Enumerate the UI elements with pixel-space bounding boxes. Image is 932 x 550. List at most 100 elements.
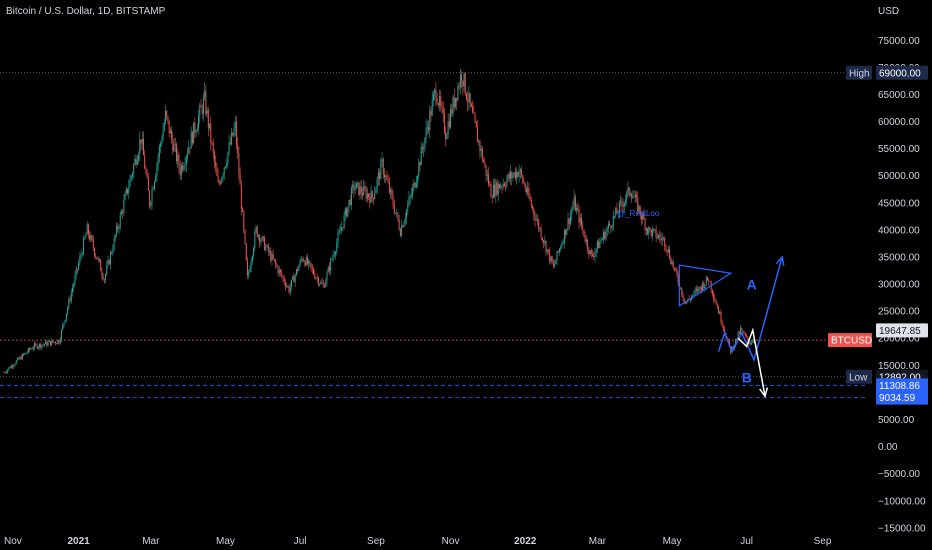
currency-label: USD	[878, 6, 900, 17]
candle-body	[391, 189, 393, 196]
candle-body	[636, 194, 638, 198]
candle-body	[385, 175, 387, 178]
candle-body	[149, 190, 151, 207]
candle-body	[387, 179, 389, 183]
candle-body	[752, 341, 754, 343]
candle-body	[34, 343, 36, 348]
candle-body	[87, 224, 89, 235]
candle-body	[412, 187, 414, 195]
triangle-pattern[interactable]	[678, 264, 733, 307]
scenario-a-path[interactable]	[717, 256, 783, 363]
candlestick-series	[3, 68, 755, 374]
candle-body	[7, 369, 9, 373]
candle-body	[187, 153, 189, 157]
candle-body	[708, 280, 710, 282]
candle-body	[510, 172, 512, 179]
candle-body	[155, 175, 157, 182]
candle-body	[8, 367, 10, 370]
high-price-tag-bg	[876, 65, 928, 80]
candle-body	[267, 245, 269, 252]
candle-body	[141, 138, 143, 144]
candle-body	[297, 269, 299, 271]
candle-body	[217, 175, 219, 183]
candle-body	[81, 254, 83, 255]
candle-body	[21, 354, 23, 360]
candle-body	[162, 130, 164, 141]
x-axis[interactable]: Nov 2021 Mar May Jul Sep Nov 2022 Mar May Jul Sep	[4, 536, 832, 547]
candle-body	[441, 106, 443, 109]
candle-body	[270, 251, 272, 261]
x-tick-label: Jul	[294, 536, 307, 547]
candle-body	[595, 248, 597, 253]
candle-body	[474, 113, 476, 122]
candle-body	[718, 307, 720, 314]
candle-body	[183, 166, 185, 170]
candle-body	[517, 171, 519, 177]
candle-body	[357, 182, 359, 184]
candle-body	[452, 96, 454, 114]
candle-body	[631, 194, 633, 199]
candle-body	[751, 342, 753, 344]
y-tick-label: 30000.00	[878, 280, 920, 291]
candle-body	[47, 342, 49, 346]
candle-body	[671, 261, 673, 264]
candle-body	[103, 279, 105, 281]
level-tag-0-bg	[876, 378, 928, 393]
drawing-annotations[interactable]: AB	[678, 255, 785, 398]
candle-body	[403, 222, 405, 227]
candle-body	[231, 132, 233, 144]
candle-body	[200, 105, 202, 108]
symbol-tag: BTCUSD	[831, 336, 872, 347]
candle-body	[289, 286, 291, 293]
candle-body	[227, 152, 229, 164]
candle-body	[145, 168, 147, 173]
candle-body	[250, 261, 252, 269]
chart-title: Bitcoin / U.S. Dollar, 1D, BITSTAMP	[6, 6, 166, 17]
scenario-b-path[interactable]	[737, 327, 766, 397]
candle-body	[355, 182, 357, 189]
candle-body	[713, 293, 715, 299]
y-tick-label: 60000.00	[878, 117, 920, 128]
candle-body	[118, 227, 120, 230]
candle-body	[4, 372, 6, 374]
candle-body	[659, 235, 661, 238]
candle-body	[593, 255, 595, 257]
candle-body	[682, 295, 684, 299]
y-axis[interactable]: 75000.0070000.0065000.0060000.0055000.00…	[878, 36, 926, 535]
candle-body	[102, 275, 104, 280]
candle-body	[324, 285, 326, 288]
candle-body	[100, 260, 102, 271]
candle-body	[645, 228, 647, 231]
candle-body	[497, 184, 499, 195]
candle-body	[522, 175, 524, 182]
candle-body	[244, 229, 246, 244]
candle-body	[89, 234, 91, 240]
candle-body	[23, 354, 25, 355]
candle-body	[695, 288, 697, 291]
level-tag-1-bg	[876, 390, 928, 405]
candle-body	[31, 348, 33, 350]
candle-body	[134, 158, 136, 165]
candle-body	[260, 240, 262, 243]
candle-body	[475, 121, 477, 128]
candle-body	[525, 189, 527, 193]
candle-body	[80, 254, 82, 257]
candle-body	[358, 182, 360, 196]
y-tick-label: 75000.00	[878, 36, 920, 47]
candle-body	[643, 214, 645, 220]
candle-body	[459, 74, 461, 88]
candle-body	[468, 93, 470, 102]
candle-body	[719, 311, 721, 314]
candle-body	[364, 186, 366, 190]
candle-body	[437, 103, 439, 106]
candle-body	[549, 250, 551, 262]
candle-body	[209, 123, 211, 129]
candle-body	[74, 275, 76, 284]
scenario-label-b: B	[742, 370, 752, 386]
candle-body	[650, 229, 652, 237]
candle-body	[420, 146, 422, 166]
candle-body	[557, 251, 559, 253]
candle-body	[511, 172, 513, 178]
candle-body	[749, 342, 751, 344]
